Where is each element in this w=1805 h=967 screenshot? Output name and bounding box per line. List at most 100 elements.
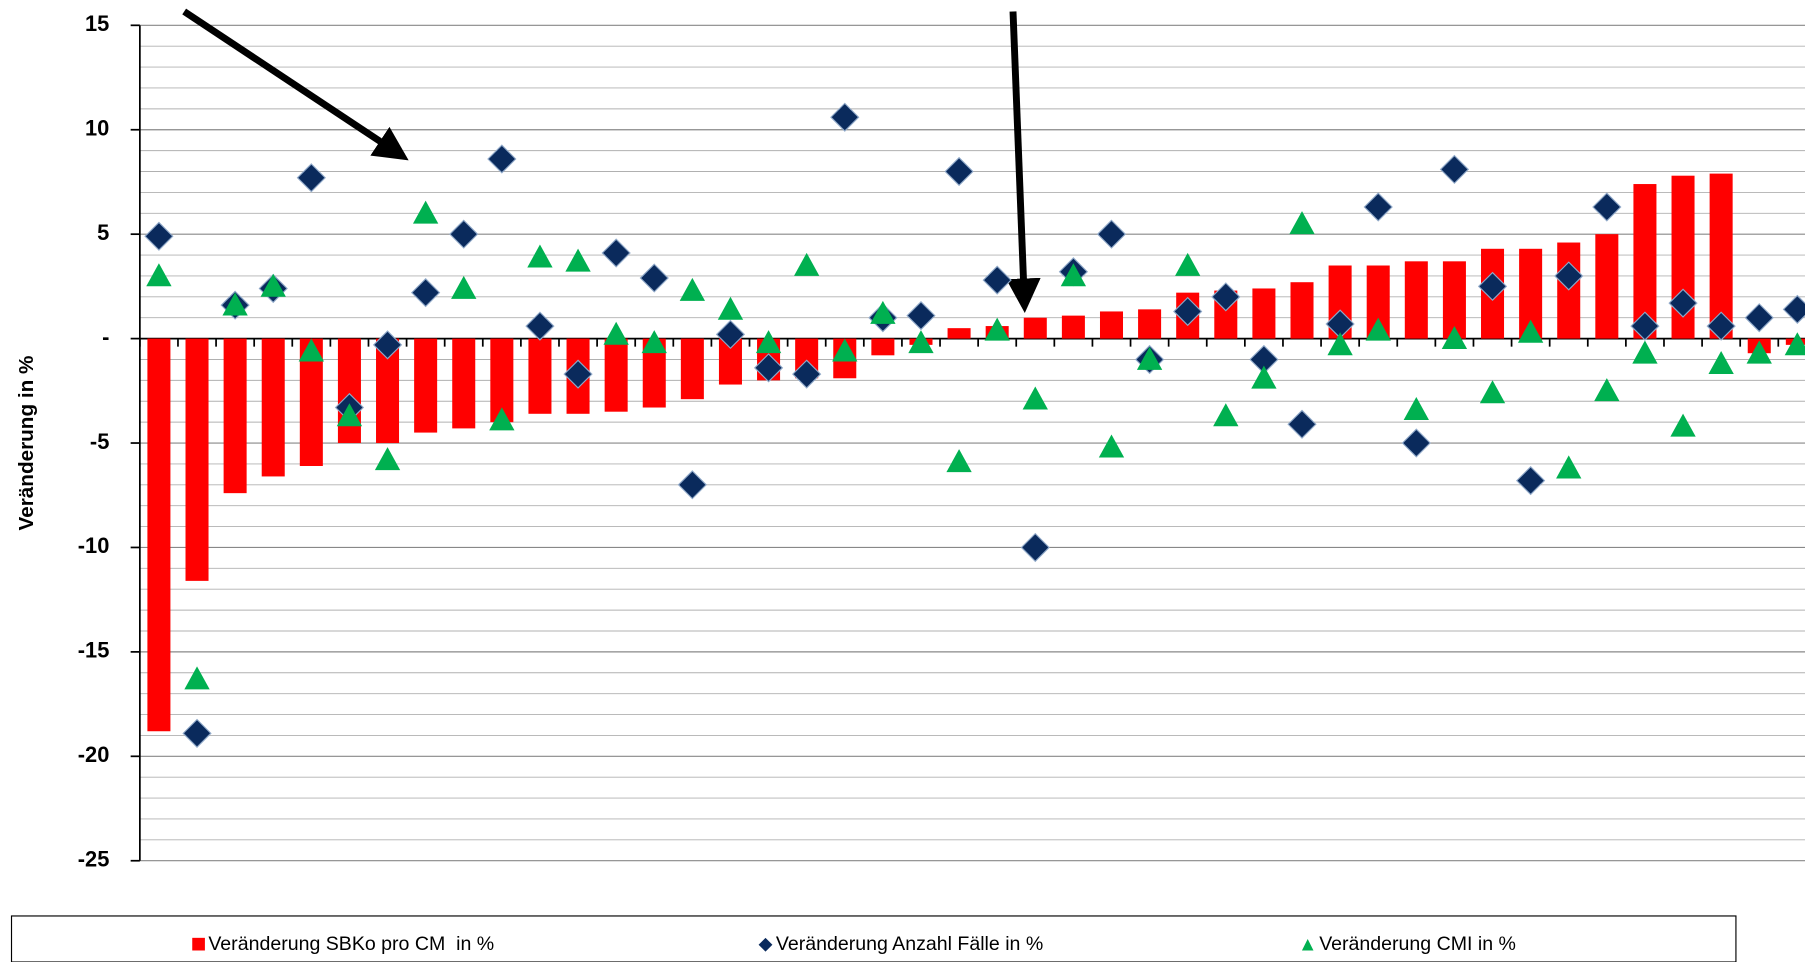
diamond-marker	[906, 301, 936, 331]
y-tick-label: -	[102, 324, 109, 349]
diamond-marker	[715, 319, 746, 350]
triangle-marker	[984, 317, 1010, 341]
diamond-marker	[1439, 154, 1470, 185]
legend-label: Veränderung CMI in %	[1319, 933, 1516, 955]
triangle-marker	[679, 277, 706, 301]
bar	[604, 338, 628, 412]
y-tick-label: -5	[90, 429, 109, 454]
triangle-marker	[1213, 403, 1239, 427]
diamond-marker	[411, 278, 441, 308]
triangle-marker	[1441, 325, 1468, 349]
triangle-marker	[1175, 252, 1201, 276]
triangle-marker	[946, 449, 972, 473]
bar	[1709, 173, 1733, 339]
diamond-marker	[1173, 296, 1203, 327]
y-tick-label: -20	[78, 742, 110, 767]
diamond-marker	[944, 156, 974, 187]
bar	[1595, 234, 1619, 339]
diamond-marker	[1744, 303, 1774, 333]
triangle-marker	[641, 330, 667, 354]
legend-label: Veränderung SBKo pro CM in %	[208, 933, 494, 955]
triangle-marker	[451, 275, 477, 299]
bar	[1366, 265, 1390, 339]
arrow	[1006, 11, 1041, 313]
diamond-marker	[1287, 409, 1317, 439]
diamond-marker	[1782, 294, 1805, 324]
diamond-marker	[372, 330, 403, 360]
triangle-marker	[603, 321, 629, 345]
bar	[528, 338, 552, 414]
y-tick-label: 15	[85, 11, 109, 36]
diamond-marker	[830, 102, 860, 132]
bar	[871, 338, 895, 356]
marks	[144, 102, 1805, 748]
bar	[1442, 261, 1466, 339]
diamond-marker	[1668, 288, 1698, 318]
bar	[1252, 288, 1276, 339]
triangle-marker	[1365, 317, 1391, 341]
diamond-marker	[1515, 465, 1546, 496]
bar	[223, 338, 247, 494]
triangle-marker	[717, 296, 744, 320]
triangle-marker	[1670, 413, 1696, 437]
bar	[718, 338, 742, 385]
bar	[642, 338, 666, 408]
diamond-marker	[449, 219, 479, 249]
triangle-marker	[1327, 332, 1353, 356]
triangle-marker	[1060, 263, 1087, 287]
arrow	[182, 8, 409, 161]
diamond-marker	[677, 470, 707, 500]
triangle-marker	[1403, 396, 1429, 420]
bar	[452, 338, 476, 429]
y-tick-label: 5	[97, 220, 109, 245]
diamond-marker	[563, 359, 593, 389]
diamond-marker	[601, 238, 631, 268]
diamond-marker	[753, 353, 784, 383]
triangle-marker	[412, 200, 439, 224]
diamond-marker	[182, 718, 212, 748]
y-tick-label: -25	[78, 847, 110, 872]
y-tick-label: -15	[78, 638, 110, 663]
bar	[414, 338, 438, 433]
diamond-marker	[792, 359, 822, 389]
diamond-marker	[144, 221, 174, 251]
diamond-marker	[1211, 282, 1241, 312]
diamond-marker	[1630, 311, 1660, 341]
triangle-marker	[1594, 378, 1620, 402]
legend	[10, 915, 1737, 963]
triangle-marker	[1479, 380, 1506, 404]
bar	[1061, 315, 1085, 339]
triangle-marker	[146, 263, 172, 287]
y-tick-label: 10	[85, 116, 109, 141]
triangle-marker	[1746, 340, 1772, 364]
legend-swatch	[758, 937, 773, 952]
bar	[947, 328, 971, 339]
diamond-marker	[1554, 261, 1584, 291]
diamond-marker	[1477, 271, 1508, 302]
diamond-marker	[1096, 219, 1127, 249]
triangle-marker	[527, 244, 553, 268]
legend-label: Veränderung Anzahl Fälle in %	[776, 933, 1043, 955]
triangle-marker	[260, 273, 286, 297]
diamond-marker	[525, 311, 555, 341]
y-tick-label: -10	[78, 533, 110, 558]
diamond-marker	[1706, 311, 1736, 341]
diamond-marker	[1592, 192, 1622, 222]
bar	[680, 338, 704, 400]
triangle-marker	[336, 403, 363, 427]
triangle-marker	[832, 338, 858, 362]
triangle-marker	[1098, 434, 1125, 458]
triangle-marker	[1022, 386, 1048, 410]
triangle-marker	[1708, 351, 1734, 375]
triangle-marker	[222, 292, 248, 316]
bar	[1290, 282, 1314, 339]
bar	[1633, 184, 1657, 339]
bar	[1404, 261, 1428, 339]
legend-swatch	[1301, 938, 1314, 951]
bar	[1023, 317, 1047, 339]
triangle-marker	[489, 407, 515, 431]
triangle-marker	[870, 300, 896, 324]
triangle-marker	[1556, 455, 1582, 479]
